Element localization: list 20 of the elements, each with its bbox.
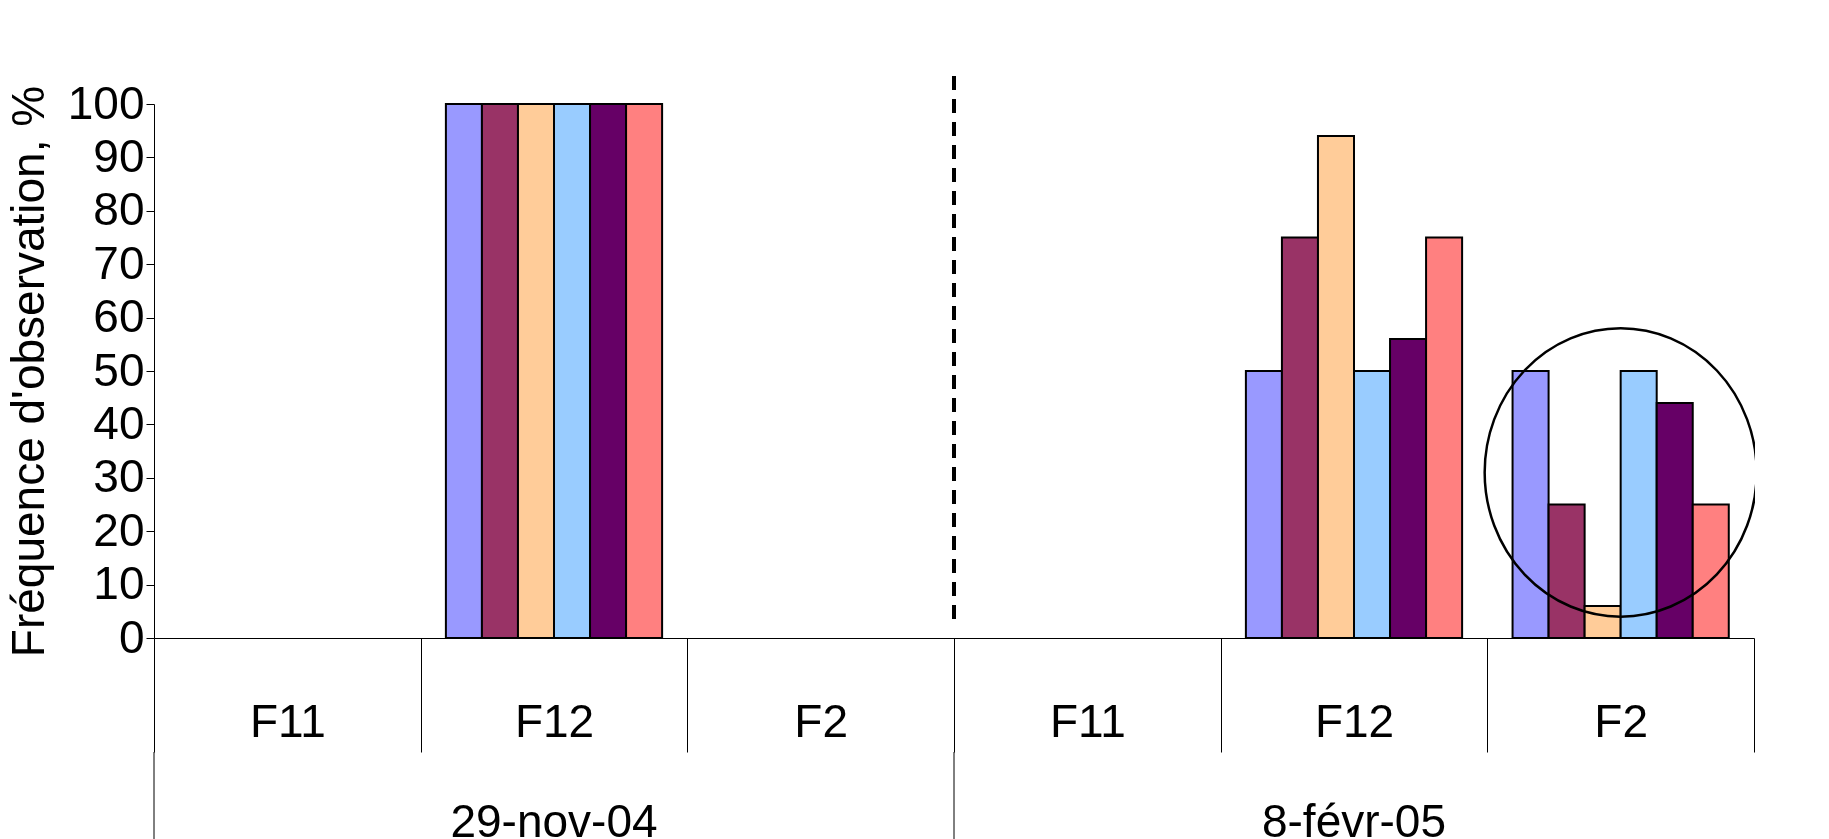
x-tick-label: F12 <box>1314 694 1395 747</box>
y-tick-label: 30 <box>93 450 145 503</box>
y-tick-label: 80 <box>93 183 145 236</box>
x-tick-label: F11 <box>249 694 326 747</box>
x-tick-label: F2 <box>1594 694 1649 747</box>
y-tick-label: 40 <box>93 396 145 449</box>
y-tick-label: 20 <box>93 503 145 556</box>
y-tick-label: 0 <box>118 610 145 663</box>
y-tick-label: 50 <box>93 343 145 396</box>
text: 29-nov-04 <box>450 795 658 839</box>
y-axis-title: Fréquence d'observation, % <box>1 85 54 658</box>
y-tick-label: 70 <box>93 236 145 289</box>
y-tick-label: 100 <box>67 76 145 129</box>
x-tick-label: F11 <box>1049 694 1126 747</box>
y-tick-label: 90 <box>93 129 145 182</box>
text: 8-févr-05 <box>1261 795 1447 839</box>
y-tick-label: 10 <box>93 557 145 610</box>
x-tick-label: F2 <box>794 694 849 747</box>
y-tick-label: 60 <box>93 290 145 343</box>
x-tick-label: F12 <box>514 694 595 747</box>
